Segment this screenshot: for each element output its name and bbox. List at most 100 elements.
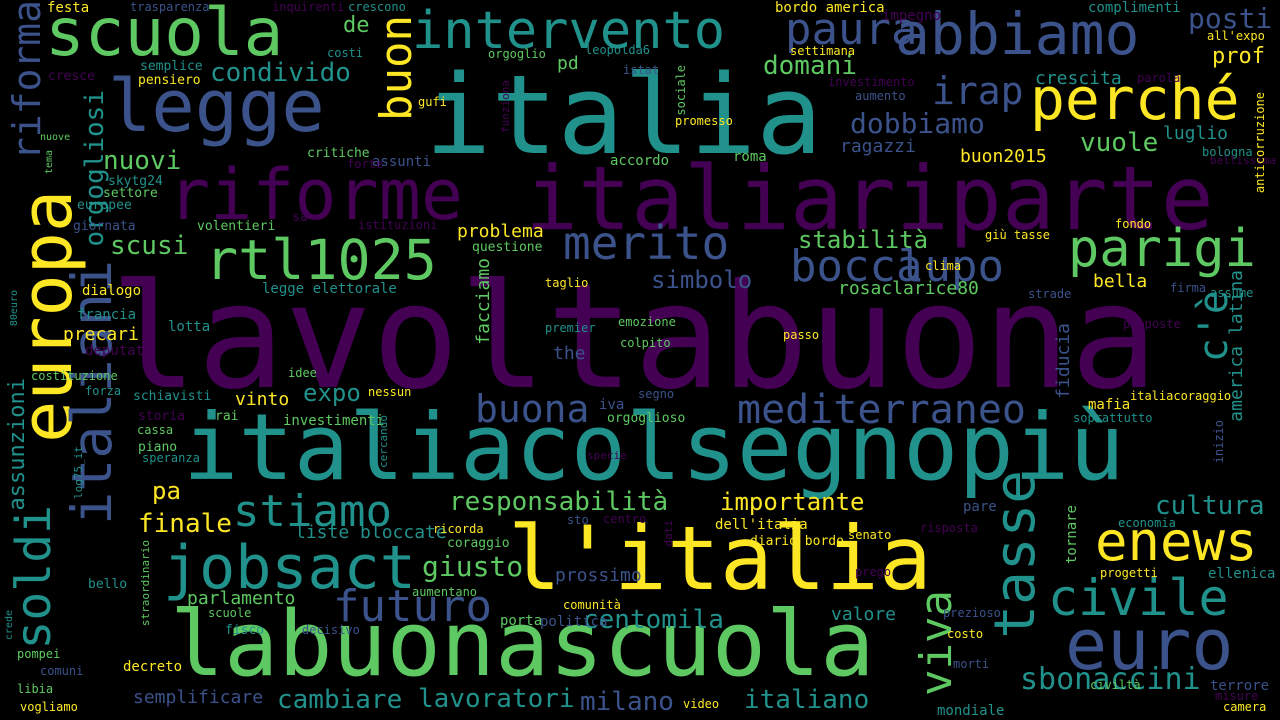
word-futuro: futuro: [333, 581, 492, 632]
word-critiche: critiche: [307, 146, 370, 161]
word-inquirenti: inquirenti: [272, 0, 345, 14]
word-italiacoraggio: italiacoraggio: [1130, 389, 1232, 403]
word-dialogo: dialogo: [82, 283, 142, 299]
word-lavoratori: lavoratori: [418, 684, 575, 714]
word-condivido: condivido: [210, 58, 351, 88]
word-festa: festa: [47, 0, 90, 16]
word-settore: settore: [103, 186, 158, 201]
word-rosaclarice80: rosaclarice80: [838, 278, 979, 299]
word-cambiare: cambiare: [277, 685, 403, 715]
word-cresce: cresce: [48, 69, 95, 84]
word-storia: storia: [138, 409, 185, 424]
word-gi-tasse: giù tasse: [985, 228, 1051, 242]
word-europee: europee: [77, 198, 132, 213]
word-cercando: cercando: [377, 415, 390, 468]
word-questione: questione: [472, 240, 543, 255]
word-accordo: accordo: [610, 153, 670, 169]
word-aumentano: aumentano: [412, 585, 478, 599]
word-fiducia: fiducia: [1053, 323, 1074, 399]
word-pd: pd: [557, 53, 579, 74]
word-fondo: fondo: [1115, 217, 1152, 231]
word-semplice: semplice: [140, 59, 203, 74]
word-pare: pare: [963, 499, 997, 515]
word-merito: merito: [563, 216, 730, 270]
word-firma: firma: [1170, 281, 1207, 295]
word-costo: costo: [947, 627, 984, 641]
word-enews: enews: [1095, 510, 1258, 573]
word-straordinario: straordinario: [139, 540, 152, 627]
word-prof: prof: [1212, 44, 1265, 69]
word-italiariparte: italiariparte: [525, 147, 1214, 250]
word-buon: buon: [371, 15, 422, 121]
word-semplificare: semplificare: [133, 687, 264, 708]
word-orgoglio: orgoglio: [488, 47, 546, 61]
word-forte: forte: [347, 157, 384, 171]
word-scuole: scuole: [208, 606, 252, 620]
word-lotta: lotta: [168, 319, 211, 335]
word-colpito: colpito: [620, 336, 671, 350]
word-jobsact: jobsact: [163, 533, 416, 603]
word-bocca: bocca: [790, 241, 923, 292]
word-crescono: crescono: [348, 0, 406, 14]
word-dobbiamo: dobbiamo: [850, 107, 985, 140]
word-paura: paura: [785, 4, 918, 55]
word-camera: camera: [1223, 700, 1267, 714]
word-scuola: scuola: [45, 0, 284, 71]
word-politica: politica: [540, 614, 608, 630]
word-abbiamo: abbiamo: [895, 0, 1140, 68]
word-nuovi: nuovi: [103, 146, 182, 176]
word-legge-elettorale: legge elettorale: [262, 281, 397, 297]
word-piano: piano: [138, 440, 178, 455]
word-riforme: riforme: [168, 154, 464, 236]
word-vogliamo: vogliamo: [20, 700, 78, 714]
word-assume: assume: [1210, 286, 1254, 300]
word-milano: milano: [580, 687, 674, 717]
word-perch: perché: [1030, 65, 1240, 133]
word-bello: bello: [88, 577, 128, 592]
word-80euro: 80euro: [9, 290, 20, 327]
word-prezioso: prezioso: [943, 606, 1001, 620]
word-passo: passo: [783, 328, 820, 342]
word-parlamento: parlamento: [187, 588, 296, 609]
word-coraggio: coraggio: [447, 536, 510, 551]
word-bordo-america: bordo america: [775, 0, 885, 16]
word-posti: posti: [1188, 2, 1273, 35]
word-vinto: vinto: [235, 389, 290, 410]
word-intervento: intervento: [412, 1, 726, 61]
word-log75-it: log75_it: [72, 446, 85, 499]
word-complimenti: complimenti: [1088, 0, 1181, 16]
word-cassa: cassa: [137, 423, 174, 437]
word-nessun: nessun: [368, 385, 412, 399]
word-crescita: crescita: [1035, 68, 1122, 89]
word-civilt: civiltà: [1090, 678, 1141, 692]
word-euro: euro: [1065, 604, 1234, 686]
word-prego: prego: [855, 565, 892, 579]
word-proposte: proposte: [1123, 317, 1181, 331]
word-tema: tema: [44, 150, 55, 175]
word-labuonascuola: labuonascuola: [170, 592, 875, 697]
word-aumento: aumento: [855, 89, 906, 103]
word-emozione: emozione: [618, 315, 676, 329]
word-dati: dati: [662, 520, 675, 547]
word-bellissima: bellissima: [1210, 154, 1277, 167]
word-buona: buona: [475, 387, 590, 431]
word-ricorda: ricorda: [433, 522, 484, 536]
word-iva: iva: [599, 397, 625, 413]
word-italia: italia: [425, 51, 823, 179]
word-tornare: tornare: [1064, 505, 1080, 565]
word-settimana: settimana: [790, 44, 856, 58]
word-speranza: speranza: [142, 451, 200, 465]
word-costituzione: costituzione: [31, 369, 118, 383]
word-civile: civile: [1048, 569, 1229, 627]
word-assunzioni: assunzioni: [5, 378, 30, 511]
word-premier: premier: [545, 321, 596, 335]
word-porta: porta: [500, 613, 543, 629]
word-mafia: mafia: [1088, 397, 1131, 413]
word-mediterraneo: mediterraneo: [737, 387, 1026, 433]
word-expo: expo: [303, 379, 361, 407]
word-investimento: investimento: [828, 75, 915, 89]
word-parigi: parigi: [1068, 219, 1256, 279]
word-clima: clima: [925, 259, 962, 273]
word-impegno: impegno: [882, 8, 942, 24]
word-problema: problema: [457, 221, 544, 242]
